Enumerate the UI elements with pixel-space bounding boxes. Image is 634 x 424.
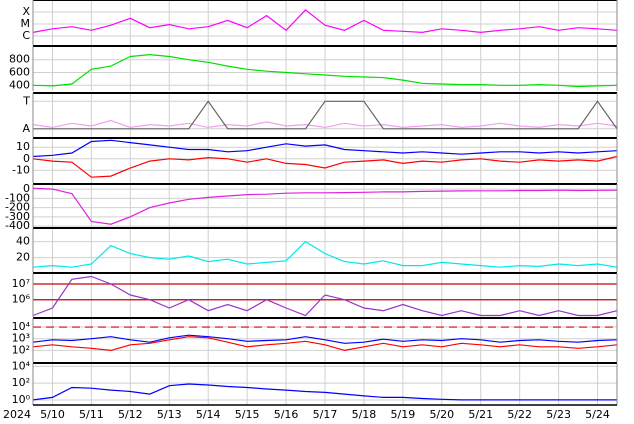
y-tick-label: A (22, 122, 30, 135)
series-line (32, 336, 618, 352)
y-tick-label: -200 (5, 201, 30, 214)
y-tick-label: T (22, 94, 30, 107)
series-line (32, 9, 618, 34)
x-tick-label: 5/15 (235, 408, 260, 421)
series-line (32, 240, 618, 268)
x-tick-label: 5/11 (79, 408, 104, 421)
x-tick-label: 5/22 (507, 408, 532, 421)
y-tick-label: C (22, 29, 30, 42)
x-tick-label: 5/19 (391, 408, 416, 421)
y-tick-label: M (21, 17, 31, 30)
y-tick-label: 10⁴ (12, 320, 31, 333)
y-tick-label: 10⁷ (12, 277, 30, 290)
series-line (33, 100, 618, 130)
y-tick-label: 10⁶ (12, 293, 31, 306)
y-tick-label: -400 (5, 219, 30, 232)
x-tick-label: 5/17 (313, 408, 338, 421)
y-tick-label: 10³ (12, 332, 30, 345)
y-tick-label: 600 (9, 65, 30, 78)
x-tick-label: 5/13 (157, 408, 182, 421)
x-tick-label: 5/12 (118, 408, 143, 421)
year-label: 2024 (3, 408, 31, 421)
y-tick-label: 0 (23, 182, 30, 195)
x-tick-label: 5/20 (429, 408, 454, 421)
y-tick-label: 400 (9, 78, 30, 91)
x-tick-label: 5/14 (196, 408, 221, 421)
y-tick-label: 10⁴ (12, 359, 31, 372)
series-line (32, 139, 618, 158)
y-tick-label: 10 (16, 140, 30, 153)
series-line (32, 383, 617, 401)
y-tick-label: 40 (16, 235, 30, 248)
x-tick-label: 5/16 (274, 408, 299, 421)
series-line (32, 119, 618, 129)
y-tick-label: 0 (23, 152, 30, 165)
series-line (32, 187, 618, 225)
y-tick-label: -10 (12, 163, 30, 176)
x-tick-label: 5/18 (352, 408, 377, 421)
series-line (32, 53, 618, 88)
y-tick-label: 10² (12, 376, 30, 389)
x-tick-label: 5/10 (40, 408, 65, 421)
y-tick-label: X (22, 5, 30, 18)
series-line (32, 275, 618, 317)
y-tick-label: 20 (16, 251, 30, 264)
y-tick-label: 10⁰ (12, 393, 31, 406)
x-tick-label: 5/24 (585, 408, 610, 421)
y-tick-label: 800 (9, 53, 30, 66)
y-tick-label: -300 (5, 210, 30, 223)
x-tick-label: 5/21 (468, 408, 493, 421)
y-tick-label: 10² (12, 343, 30, 356)
series-line (32, 155, 618, 178)
series-line (32, 334, 618, 344)
x-tick-label: 5/23 (546, 408, 571, 421)
y-tick-label: -100 (5, 191, 30, 204)
